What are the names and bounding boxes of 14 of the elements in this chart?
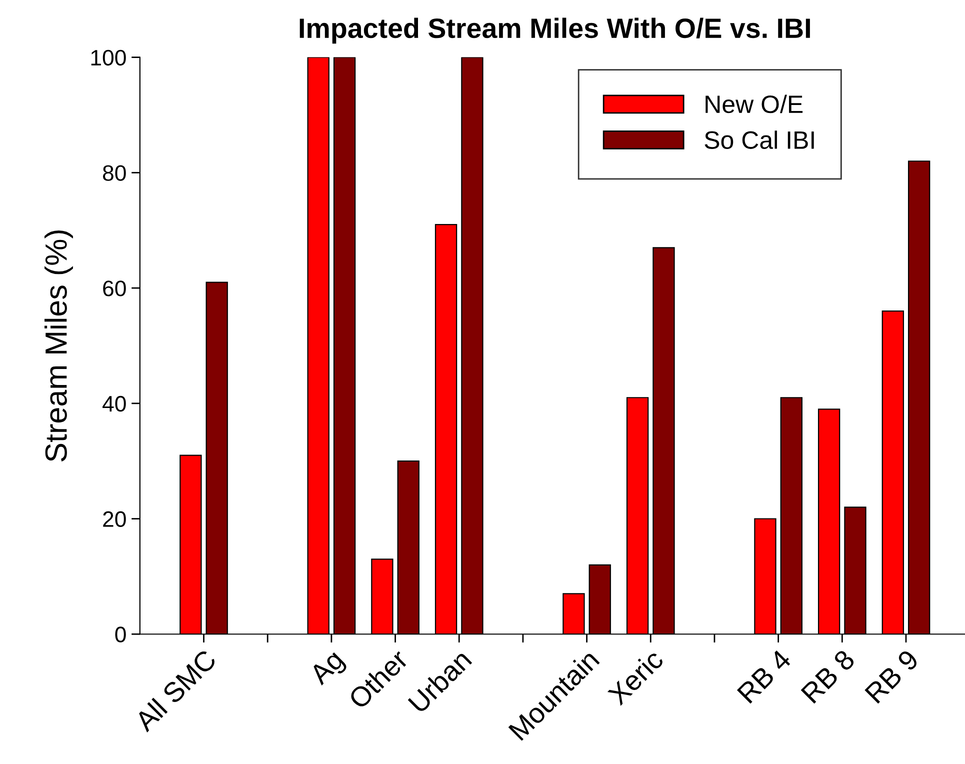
x-tick-label: Ag xyxy=(308,649,348,690)
legend-label: So Cal IBI xyxy=(704,130,814,149)
chart-title: Impacted Stream Miles With O/E vs. IBI xyxy=(300,18,810,44)
y-tick-label: 60 xyxy=(103,280,126,296)
x-tick-label: RB 4 xyxy=(736,648,792,704)
x-tick-label: RB 9 xyxy=(864,648,920,704)
y-tick-label: 40 xyxy=(102,396,126,412)
y-axis-title: Stream Miles (%) xyxy=(44,230,73,462)
legend-label: New O/E xyxy=(706,94,803,114)
y-tick-label: 0 xyxy=(115,626,126,642)
y-tick-label: 100 xyxy=(91,50,126,66)
y-tick-label: 20 xyxy=(103,511,126,528)
y-tick-label: 80 xyxy=(102,165,126,181)
x-tick-label: RB 8 xyxy=(800,648,856,704)
